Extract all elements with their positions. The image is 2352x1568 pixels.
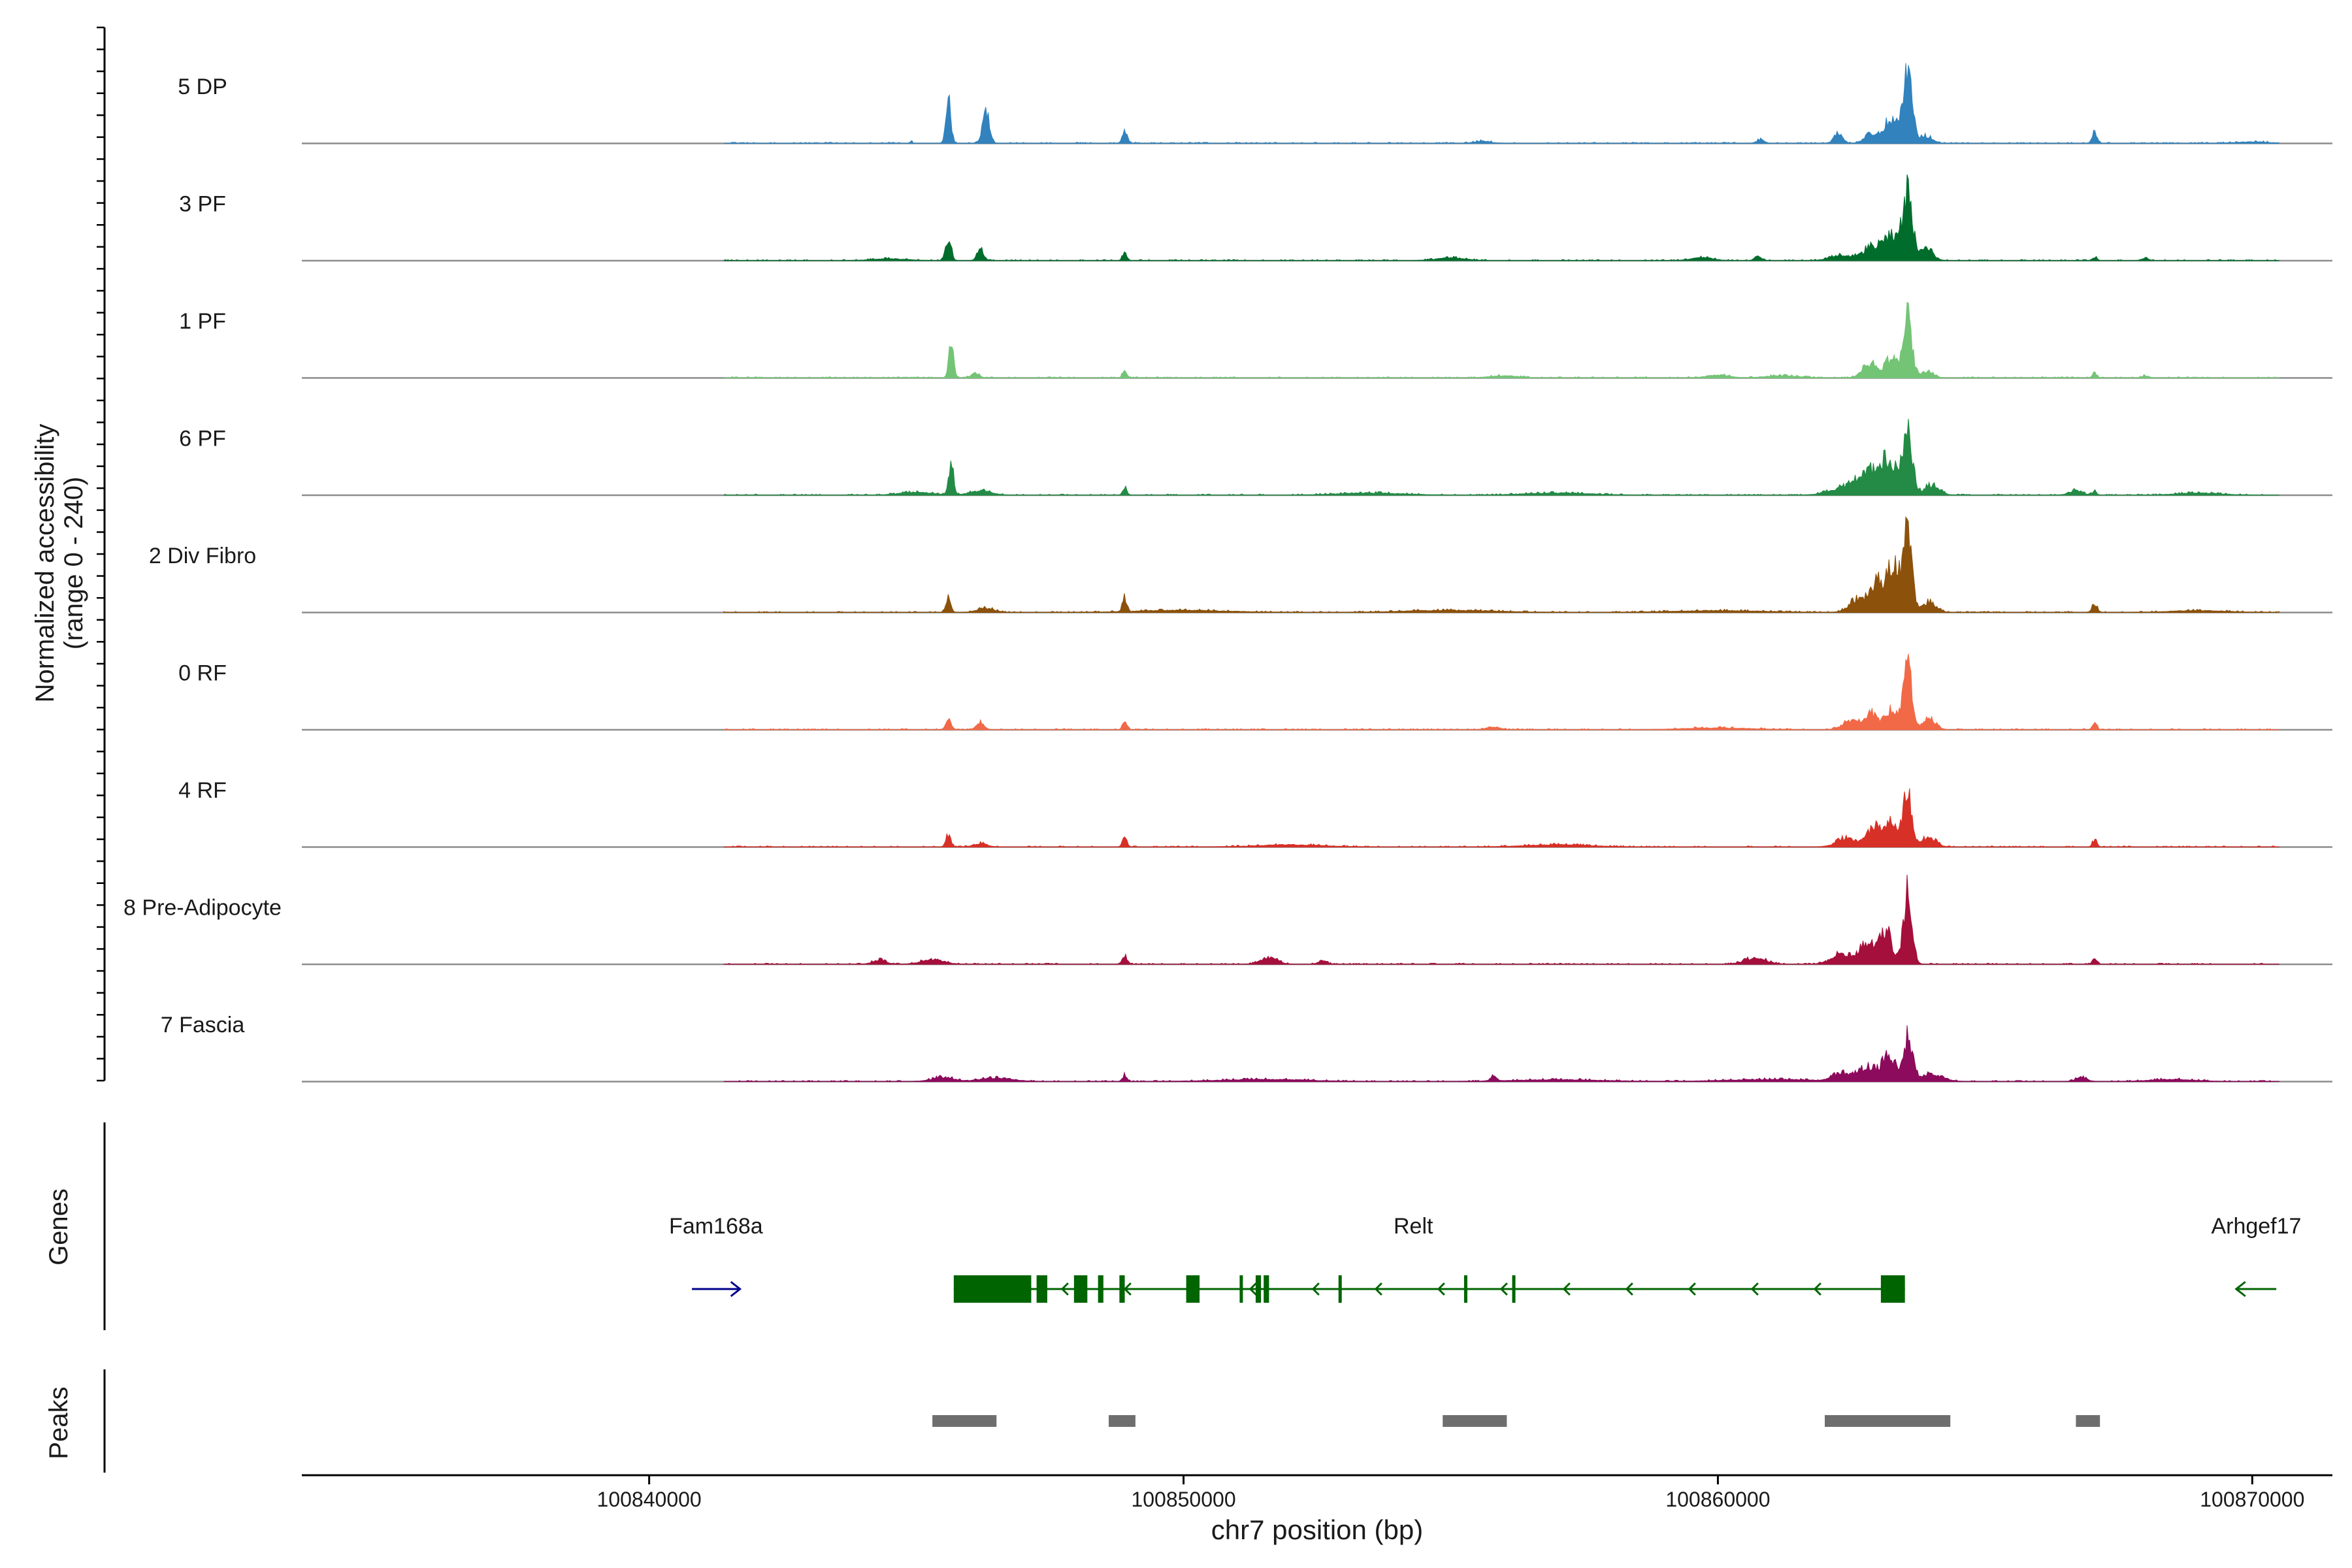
strand-chevron (1813, 1282, 1821, 1296)
coverage-area (723, 1025, 2279, 1082)
gene-exon (1255, 1275, 1262, 1303)
track-label: 4 RF (178, 778, 227, 803)
coverage-area (723, 63, 2279, 144)
strand-chevron (1625, 1282, 1633, 1296)
gene-label: Arhgef17 (2211, 1214, 2301, 1239)
strand-arrowhead (730, 1281, 742, 1298)
track-label: 5 DP (178, 74, 227, 99)
coverage-track: 8 Pre-Adipocyte (123, 874, 2332, 966)
coverage-track: 6 PF (179, 419, 2332, 497)
gene-exon (1119, 1275, 1125, 1303)
coverage-area (723, 302, 2279, 378)
gene-exon (1239, 1275, 1243, 1303)
strand-chevron (1437, 1282, 1445, 1296)
x-tick-label: 100870000 (2200, 1488, 2304, 1511)
axes-frame (97, 26, 106, 1473)
coverage-track: 2 Div Fibro (149, 516, 2332, 613)
gene-exon (953, 1275, 1032, 1303)
peak-region (932, 1415, 997, 1427)
y-axis-label-line2: (range 0 - 240) (59, 477, 88, 650)
gene-annotation-panel: Fam168a Relt Arhgef17 (669, 1214, 2301, 1303)
gene-model: Fam168a (669, 1214, 763, 1298)
strand-chevron (998, 1282, 1006, 1296)
track-label: 6 PF (179, 427, 226, 451)
gene-exon (1098, 1275, 1103, 1303)
strand-chevron (1374, 1282, 1382, 1296)
track-label: 1 PF (179, 309, 226, 334)
strand-arrowhead (2234, 1281, 2246, 1298)
coverage-track: 7 Fascia (161, 1013, 2332, 1083)
coverage-tracks: 5 DP 3 PF 1 PF 6 PF 2 Div Fibro 0 RF 4 RF 8 Pre… (123, 63, 2332, 1083)
strand-chevron (1750, 1282, 1759, 1296)
track-label: 8 Pre-Adipocyte (123, 896, 282, 921)
strand-chevron (1249, 1282, 1257, 1296)
strand-chevron (1123, 1282, 1132, 1296)
x-tick-label: 100840000 (597, 1488, 702, 1511)
x-axis-label: chr7 position (bp) (1211, 1514, 1424, 1545)
gene-exon (1073, 1275, 1088, 1303)
peak-region (2076, 1415, 2100, 1427)
x-axis: 100840000 100850000 100860000 100870000 (302, 1474, 2332, 1511)
gene-model: Relt (953, 1214, 1905, 1303)
strand-chevron (1311, 1282, 1320, 1296)
strand-chevron (1562, 1282, 1571, 1296)
gene-exon (1186, 1275, 1200, 1303)
peak-region (1109, 1415, 1135, 1427)
gene-exon (1036, 1275, 1047, 1303)
gene-exon (1512, 1275, 1516, 1303)
gene-exon (1463, 1275, 1467, 1303)
coverage-area (723, 874, 2279, 965)
coverage-track: 0 RF (178, 653, 2332, 731)
strand-chevron (1060, 1282, 1069, 1296)
gene-exon (1880, 1275, 1905, 1303)
gene-exon (1264, 1275, 1269, 1303)
coverage-area (723, 653, 2279, 730)
gene-exon (1338, 1275, 1342, 1303)
coverage-area (723, 174, 2279, 261)
peak-panel (932, 1415, 2100, 1427)
x-tick-label: 100850000 (1131, 1488, 1235, 1511)
track-label: 0 RF (178, 661, 227, 686)
x-tick-label: 100860000 (1665, 1488, 1770, 1511)
track-label: 2 Div Fibro (149, 544, 256, 568)
peak-region (1825, 1415, 1951, 1427)
track-label: 7 Fascia (161, 1013, 245, 1037)
track-label: 3 PF (179, 192, 226, 217)
strand-chevron (1186, 1282, 1194, 1296)
coverage-track: 3 PF (179, 174, 2332, 262)
coverage-area (723, 516, 2279, 613)
coverage-area (723, 788, 2279, 847)
coverage-track: 1 PF (179, 302, 2332, 379)
coverage-track: 5 DP (178, 63, 2332, 144)
coverage-area (723, 419, 2279, 496)
strand-chevron (1499, 1282, 1508, 1296)
y-axis-label-line1: Normalized accessibility (31, 424, 59, 703)
gene-label: Fam168a (669, 1214, 763, 1239)
peaks-panel-label: Peaks (44, 1386, 73, 1459)
gene-label: Relt (1394, 1214, 1433, 1239)
strand-chevron (1688, 1282, 1696, 1296)
coverage-track: 4 RF (178, 778, 2332, 848)
gene-model: Arhgef17 (2211, 1214, 2301, 1298)
genes-panel-label: Genes (44, 1188, 73, 1266)
peak-region (1443, 1415, 1507, 1427)
